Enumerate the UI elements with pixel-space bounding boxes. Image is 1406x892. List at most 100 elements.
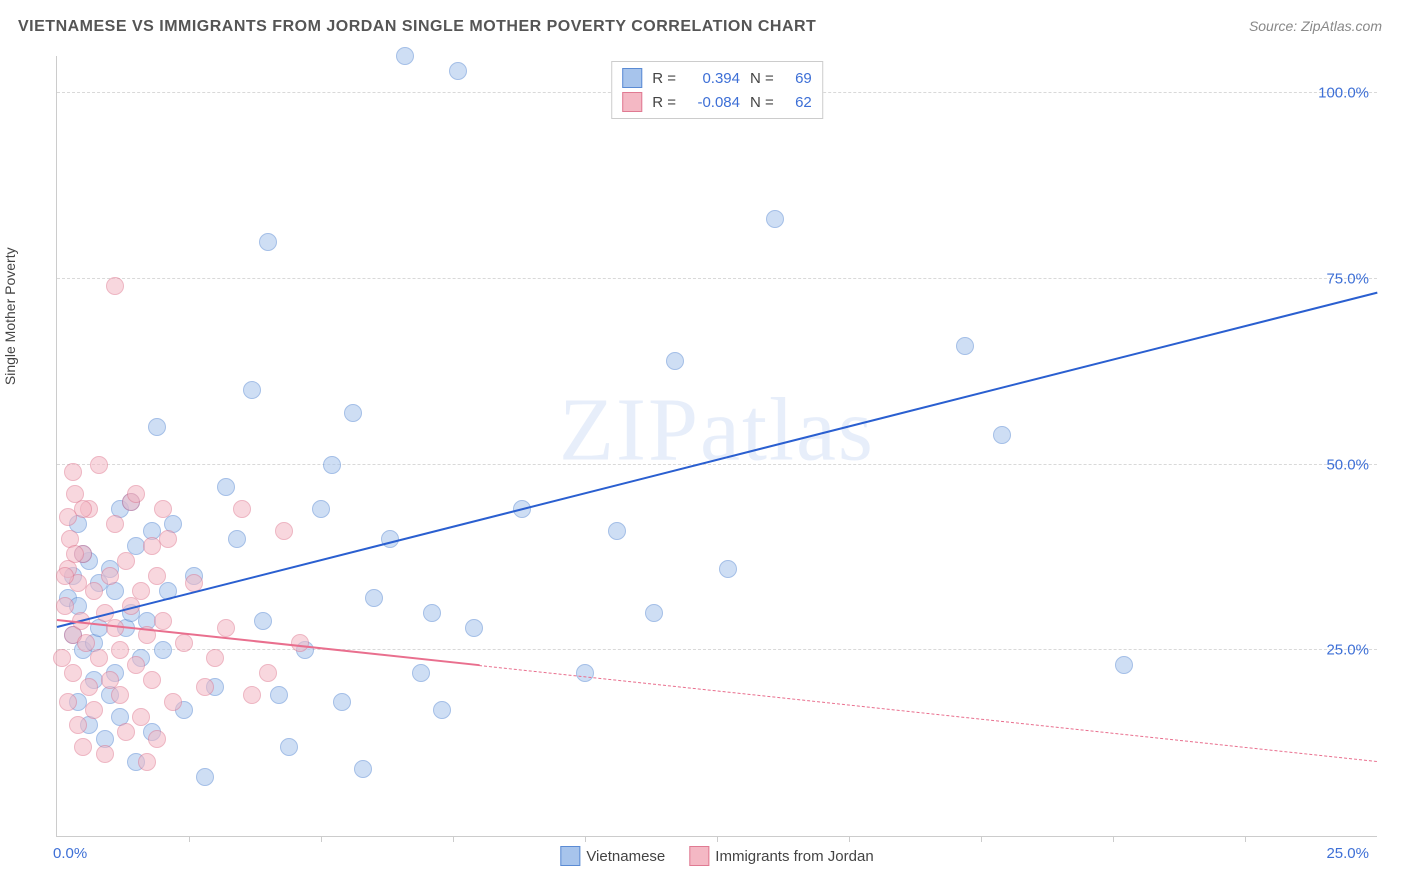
data-point	[645, 604, 663, 622]
gridline	[57, 649, 1377, 650]
x-tick	[849, 836, 850, 842]
data-point	[90, 456, 108, 474]
data-point	[106, 277, 124, 295]
data-point	[323, 456, 341, 474]
legend-item: Immigrants from Jordan	[689, 846, 873, 866]
data-point	[96, 745, 114, 763]
data-point	[196, 768, 214, 786]
data-point	[344, 404, 362, 422]
gridline	[57, 278, 1377, 279]
data-point	[85, 701, 103, 719]
legend-swatch	[622, 92, 642, 112]
data-point	[259, 664, 277, 682]
data-point	[766, 210, 784, 228]
r-value: -0.084	[686, 94, 740, 111]
data-point	[270, 686, 288, 704]
trend-line	[57, 292, 1377, 628]
source-attribution: Source: ZipAtlas.com	[1249, 18, 1382, 34]
data-point	[101, 567, 119, 585]
x-tick	[981, 836, 982, 842]
data-point	[206, 649, 224, 667]
correlation-legend: R =0.394N =69R =-0.084N =62	[611, 61, 823, 119]
data-point	[106, 619, 124, 637]
data-point	[956, 337, 974, 355]
data-point	[111, 641, 129, 659]
data-point	[159, 530, 177, 548]
data-point	[465, 619, 483, 637]
data-point	[254, 612, 272, 630]
data-point	[111, 686, 129, 704]
x-tick	[1113, 836, 1114, 842]
data-point	[66, 545, 84, 563]
legend-swatch	[689, 846, 709, 866]
r-label: R =	[652, 70, 676, 87]
data-point	[127, 485, 145, 503]
x-tick	[189, 836, 190, 842]
data-point	[117, 723, 135, 741]
legend-item: Vietnamese	[560, 846, 665, 866]
data-point	[243, 381, 261, 399]
y-tick-label: 50.0%	[1326, 456, 1369, 473]
data-point	[233, 500, 251, 518]
data-point	[59, 693, 77, 711]
data-point	[576, 664, 594, 682]
n-value: 69	[784, 70, 812, 87]
data-point	[148, 418, 166, 436]
data-point	[228, 530, 246, 548]
data-point	[259, 233, 277, 251]
x-tick	[717, 836, 718, 842]
data-point	[433, 701, 451, 719]
data-point	[333, 693, 351, 711]
data-point	[77, 634, 95, 652]
data-point	[164, 693, 182, 711]
data-point	[291, 634, 309, 652]
trend-line-dashed	[479, 665, 1377, 762]
data-point	[74, 738, 92, 756]
data-point	[132, 582, 150, 600]
data-point	[143, 671, 161, 689]
data-point	[154, 612, 172, 630]
y-tick-label: 25.0%	[1326, 642, 1369, 659]
data-point	[148, 730, 166, 748]
data-point	[59, 508, 77, 526]
data-point	[217, 478, 235, 496]
data-point	[64, 463, 82, 481]
gridline	[57, 464, 1377, 465]
legend-row: R = 0.394 N = 69	[622, 66, 812, 90]
data-point	[719, 560, 737, 578]
data-point	[148, 567, 166, 585]
legend-swatch	[622, 68, 642, 88]
scatter-plot-area: ZIPatlas 0.0% 25.0% 25.0%50.0%75.0%100.0…	[56, 56, 1377, 837]
data-point	[449, 62, 467, 80]
data-point	[412, 664, 430, 682]
data-point	[275, 522, 293, 540]
data-point	[64, 664, 82, 682]
x-tick	[321, 836, 322, 842]
chart-title: VIETNAMESE VS IMMIGRANTS FROM JORDAN SIN…	[18, 18, 816, 36]
data-point	[365, 589, 383, 607]
data-point	[138, 753, 156, 771]
data-point	[90, 649, 108, 667]
data-point	[354, 760, 372, 778]
y-tick-label: 75.0%	[1326, 270, 1369, 287]
data-point	[117, 552, 135, 570]
n-label: N =	[750, 70, 774, 87]
n-value: 62	[784, 94, 812, 111]
r-value: 0.394	[686, 70, 740, 87]
x-tick	[1245, 836, 1246, 842]
data-point	[106, 515, 124, 533]
r-label: R =	[652, 94, 676, 111]
data-point	[132, 708, 150, 726]
data-point	[175, 634, 193, 652]
data-point	[69, 716, 87, 734]
data-point	[1115, 656, 1133, 674]
data-point	[196, 678, 214, 696]
data-point	[243, 686, 261, 704]
data-point	[396, 47, 414, 65]
data-point	[154, 500, 172, 518]
data-point	[56, 597, 74, 615]
data-point	[993, 426, 1011, 444]
legend-row: R =-0.084N =62	[622, 90, 812, 114]
data-point	[80, 678, 98, 696]
data-point	[127, 656, 145, 674]
